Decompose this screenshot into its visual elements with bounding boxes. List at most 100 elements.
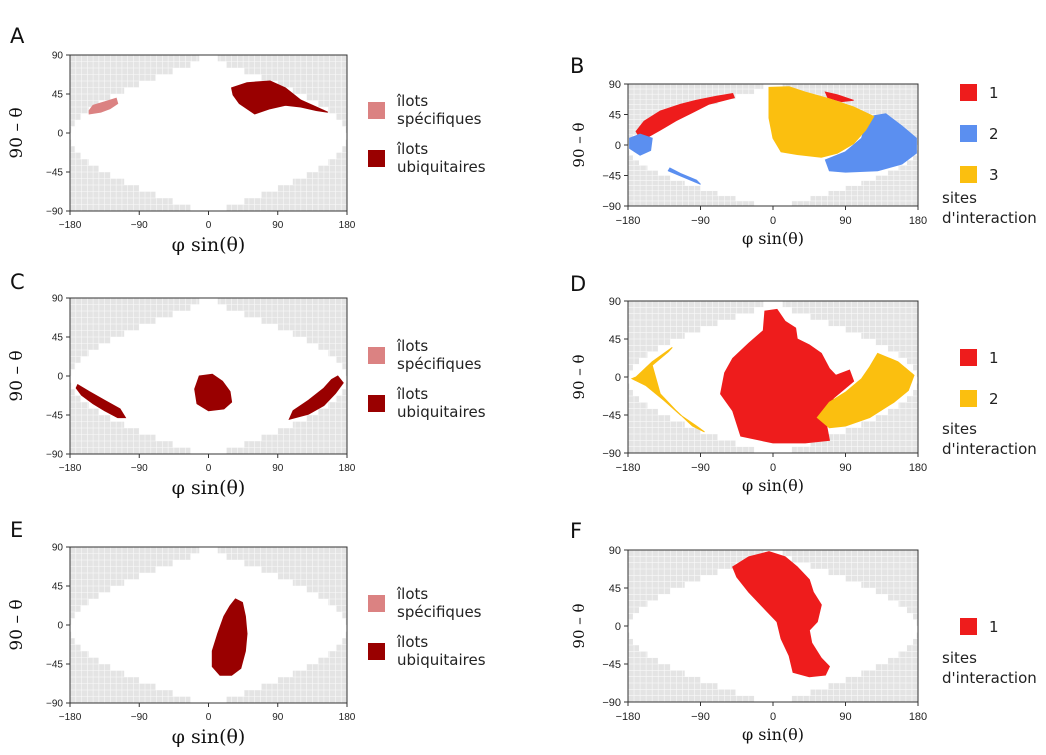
legend-label: spécifiques: [397, 355, 482, 373]
y-axis-title: 90 – θ: [7, 599, 27, 650]
x-axis-title: φ sin(θ): [172, 234, 246, 256]
y-axis-title: 90 – θ: [7, 107, 27, 158]
chart-panel-f: F −180 −90 0 90 180 −90 −45 0 45 90 φ sin(θ) 90 – θ 1…: [570, 519, 1037, 744]
y-tick-label: 0: [615, 621, 621, 633]
legend-label: ubiquitaires: [397, 651, 486, 669]
y-tick-label: 45: [52, 582, 64, 593]
x-tick-label: −90: [691, 462, 710, 474]
panel-letter: D: [570, 272, 586, 296]
y-tick-label: 90: [52, 543, 64, 554]
y-tick-label: 45: [52, 333, 64, 344]
y-tick-label: −45: [46, 411, 63, 422]
y-axis-title: 90 – θ: [570, 122, 588, 167]
x-axis-title: φ sin(θ): [172, 726, 246, 748]
y-tick-label: 45: [609, 334, 621, 346]
region-site-1-0: [732, 551, 830, 678]
x-tick-label: 0: [770, 462, 776, 474]
panel-letter: F: [570, 519, 582, 543]
y-axis-title: 90 – θ: [570, 354, 588, 399]
legend-label: spécifiques: [397, 110, 482, 128]
legend-label: 1: [989, 349, 999, 367]
legend-label: 2: [989, 125, 999, 143]
chart-panel-e: E −180 −90 0 90 180 −90 −45 0 45 90 φ sin(θ) 90 – θ î…: [7, 518, 486, 748]
legend-title: sites: [942, 649, 977, 667]
y-tick-label: 90: [52, 51, 64, 62]
legend-label: spécifiques: [397, 603, 482, 621]
x-tick-label: 180: [339, 712, 356, 723]
x-tick-label: 180: [339, 220, 356, 231]
region-site-2-2: [629, 133, 653, 156]
region-ubiquitaires-1: [194, 373, 233, 412]
x-tick-label: −90: [131, 463, 148, 474]
legend-label: 2: [989, 390, 999, 408]
region-site-2-3: [667, 167, 701, 185]
y-tick-label: −90: [46, 450, 63, 461]
x-tick-label: 90: [272, 712, 284, 723]
y-tick-label: −45: [46, 168, 63, 179]
panel-letter: B: [570, 54, 584, 78]
x-tick-label: 0: [770, 215, 776, 227]
legend: 1 sites d'interaction: [942, 618, 1037, 687]
legend-label: îlots: [396, 385, 428, 403]
y-tick-label: 45: [609, 583, 621, 595]
x-tick-label: 180: [339, 463, 356, 474]
legend-swatch-1: [368, 595, 385, 612]
legend-label: îlots: [396, 585, 428, 603]
y-tick-label: −45: [602, 659, 621, 671]
y-tick-label: 0: [615, 372, 621, 384]
x-tick-label: 180: [909, 215, 927, 227]
x-tick-label: 90: [839, 711, 851, 723]
chart-panel-d: D −180 −90 0 90 180 −90 −45 0 45 90 φ sin(θ) 90 – θ 1…: [570, 272, 1037, 495]
x-tick-label: −180: [616, 711, 641, 723]
x-tick-label: −90: [691, 215, 710, 227]
legend-swatch-1: [960, 349, 977, 366]
region-ubiquitaires-0: [211, 598, 248, 676]
legend-swatch-1: [368, 347, 385, 364]
legend-title: sites: [942, 189, 977, 207]
legend-swatch-2: [960, 390, 977, 407]
x-tick-label: 180: [909, 711, 927, 723]
x-tick-label: −180: [59, 712, 82, 723]
y-axis-title: 90 – θ: [570, 603, 588, 648]
chart-panel-a: A −180 −90 0 90 180 −90 −45 0 45 90 φ sin(θ) 90 – θ î…: [7, 24, 486, 256]
legend-swatch-2: [368, 643, 385, 660]
x-axis-title: φ sin(θ): [742, 229, 804, 248]
x-tick-label: 90: [272, 220, 284, 231]
legend-label: 3: [989, 166, 999, 184]
legend-label: îlots: [396, 92, 428, 110]
region-site-1-1: [824, 91, 854, 103]
region-ubiquitaires-2: [288, 375, 344, 421]
legend-label: 1: [989, 618, 999, 636]
region-site-2-4: [824, 113, 917, 173]
legend-swatch-2: [368, 150, 385, 167]
legend-label: îlots: [396, 633, 428, 651]
legend-label: 1: [989, 84, 999, 102]
y-tick-label: −45: [602, 410, 621, 422]
x-tick-label: 90: [272, 463, 284, 474]
region-site-2-2: [816, 352, 915, 429]
legend-swatch-1: [368, 102, 385, 119]
x-tick-label: −90: [691, 711, 710, 723]
panel-letter: A: [10, 24, 25, 48]
legend-swatch-2: [960, 125, 977, 142]
legend-title: sites: [942, 420, 977, 438]
y-tick-label: 90: [609, 79, 621, 91]
x-tick-label: 0: [770, 711, 776, 723]
y-tick-label: 0: [57, 129, 63, 140]
y-tick-label: −90: [46, 699, 63, 710]
legend-label: ubiquitaires: [397, 403, 486, 421]
x-tick-label: −180: [616, 215, 641, 227]
legend-label: ubiquitaires: [397, 158, 486, 176]
y-tick-label: −90: [602, 201, 621, 213]
legend: 1 2 sites d'interaction: [942, 349, 1037, 458]
y-tick-label: −45: [46, 660, 63, 671]
x-tick-label: −90: [131, 220, 148, 231]
y-tick-label: 90: [52, 294, 64, 305]
legend-swatch-1: [960, 84, 977, 101]
region-ubiquitaires-0: [75, 383, 127, 419]
y-tick-label: −45: [602, 170, 621, 182]
y-tick-label: 90: [609, 545, 621, 557]
